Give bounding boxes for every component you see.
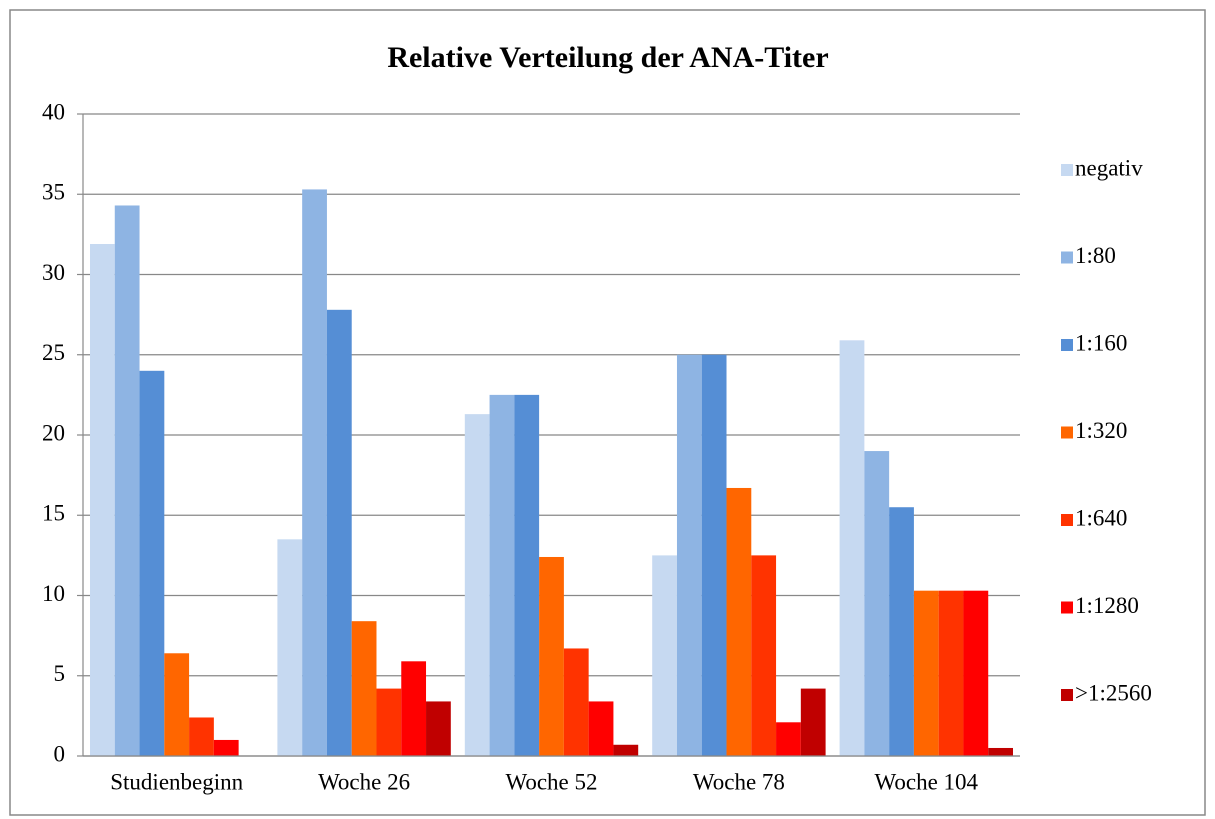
bar — [839, 340, 865, 756]
y-tick-label: 35 — [42, 180, 65, 205]
legend-label: 1:160 — [1075, 330, 1127, 355]
bar — [563, 648, 589, 756]
legend-swatch — [1061, 339, 1073, 351]
bar — [864, 451, 890, 756]
bar — [800, 688, 826, 756]
bar — [652, 555, 677, 756]
bar — [139, 370, 165, 756]
x-tick-label: Woche 26 — [318, 769, 410, 794]
chart-border — [9, 9, 1206, 816]
bar — [164, 653, 190, 756]
bar — [426, 701, 451, 756]
legend-swatch — [1061, 164, 1073, 176]
x-tick-label: Studienbeginn — [110, 769, 243, 794]
y-tick-label: 20 — [42, 420, 65, 445]
x-tick-label: Woche 78 — [693, 769, 785, 794]
legend-label: 1:320 — [1075, 418, 1127, 443]
bar — [326, 309, 352, 756]
legend-swatch — [1061, 601, 1073, 614]
y-tick-label: 30 — [42, 260, 65, 285]
x-tick-label: Woche 104 — [875, 769, 979, 794]
bar — [776, 722, 801, 756]
chart-title: Relative Verteilung der ANA-Titer — [387, 41, 828, 74]
x-tick-label: Woche 52 — [505, 769, 597, 794]
y-tick-label: 40 — [42, 99, 65, 124]
legend-label: negativ — [1075, 155, 1143, 180]
bar — [514, 394, 540, 756]
bar — [489, 394, 515, 756]
bar — [277, 539, 303, 756]
bar — [302, 189, 327, 756]
bar — [213, 739, 239, 756]
bar — [701, 354, 727, 756]
bar — [539, 556, 564, 756]
y-tick-label: 0 — [54, 741, 66, 766]
y-tick-label: 10 — [42, 581, 65, 606]
legend-label: 1:1280 — [1075, 593, 1139, 618]
bar — [401, 661, 427, 756]
legend-label: 1:640 — [1075, 505, 1127, 530]
bar — [613, 744, 639, 756]
bar — [938, 590, 964, 756]
bar — [988, 747, 1013, 756]
bar — [351, 621, 377, 756]
legend-swatch — [1061, 689, 1073, 701]
y-tick-label: 5 — [54, 661, 66, 686]
bar — [913, 590, 939, 756]
legend-label: >1:2560 — [1075, 680, 1152, 705]
bar — [376, 688, 402, 756]
bar — [676, 354, 702, 756]
bar — [90, 244, 115, 756]
legend-swatch — [1061, 514, 1073, 526]
bar — [889, 507, 914, 756]
y-tick-label: 25 — [42, 340, 65, 365]
bar — [114, 205, 140, 757]
legend-swatch — [1061, 251, 1073, 264]
bar — [189, 717, 214, 756]
legend-label: 1:80 — [1075, 243, 1116, 268]
y-tick-label: 15 — [42, 501, 65, 526]
bar — [726, 487, 752, 756]
legend-swatch — [1061, 426, 1073, 439]
bar — [963, 590, 989, 756]
bar — [464, 414, 490, 756]
bar — [588, 701, 614, 756]
bar — [751, 555, 777, 756]
